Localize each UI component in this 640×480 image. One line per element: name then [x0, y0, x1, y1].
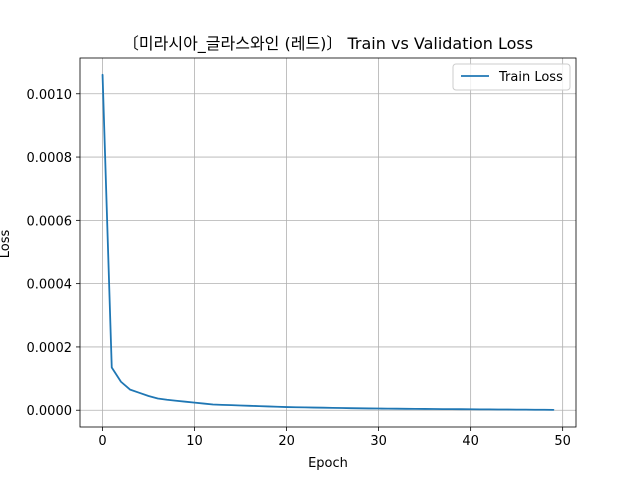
- chart-title: 〔미라시아_글라스와인 (레드)〕 Train vs Validation Lo…: [123, 34, 533, 54]
- y-axis-label: Loss: [0, 230, 13, 259]
- x-ticks: 0 10 20 30 40 50: [98, 427, 571, 449]
- x-tick-label: 30: [370, 434, 387, 449]
- y-tick-label: 0.0008: [27, 151, 73, 166]
- y-tick-label: 0.0006: [27, 214, 73, 229]
- grid-lines: [80, 58, 576, 427]
- x-axis-label: Epoch: [308, 456, 348, 471]
- plot-frame: [79, 57, 577, 428]
- legend: Train Loss: [452, 63, 571, 91]
- legend-box: [452, 63, 571, 91]
- y-tick-label: 0.0002: [27, 341, 73, 356]
- series-line-train-loss: [101, 73, 555, 411]
- y-tick-label: 0.0000: [27, 404, 73, 419]
- x-tick-label: 50: [554, 434, 571, 449]
- x-tick-label: 10: [186, 434, 203, 449]
- x-tick-label: 40: [462, 434, 479, 449]
- legend-label-train-loss: Train Loss: [498, 70, 563, 85]
- y-ticks: 0.0000 0.0002 0.0004 0.0006 0.0008 0.0010: [27, 88, 80, 419]
- series-layer: [101, 73, 555, 411]
- x-tick-label: 20: [278, 434, 295, 449]
- y-tick-label: 0.0004: [27, 278, 73, 293]
- x-tick-label: 0: [98, 434, 106, 449]
- y-tick-label: 0.0010: [27, 88, 73, 103]
